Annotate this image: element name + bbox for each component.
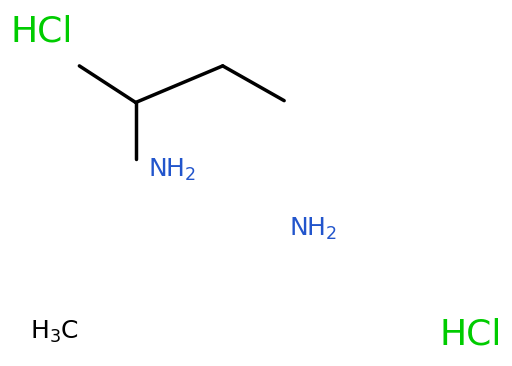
Text: HCl: HCl [439,317,502,351]
Text: HCl: HCl [10,15,73,49]
Text: H$_3$C: H$_3$C [30,318,79,345]
Text: NH$_2$: NH$_2$ [289,215,337,242]
Text: NH$_2$: NH$_2$ [148,157,197,183]
